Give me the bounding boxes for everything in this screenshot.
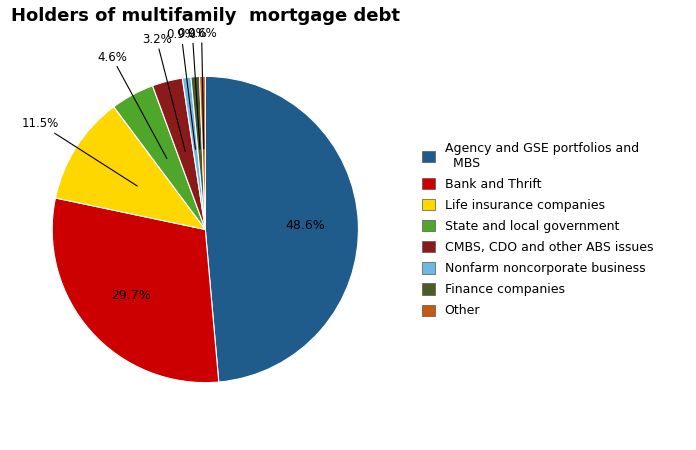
- Text: 0.9%: 0.9%: [166, 28, 196, 149]
- Wedge shape: [205, 76, 358, 382]
- Wedge shape: [56, 107, 205, 230]
- Text: 0.6%: 0.6%: [187, 27, 216, 149]
- Legend: Agency and GSE portfolios and
  MBS, Bank and Thrift, Life insurance companies, : Agency and GSE portfolios and MBS, Bank …: [422, 142, 653, 317]
- Wedge shape: [152, 78, 205, 230]
- Wedge shape: [52, 198, 219, 382]
- Title: Holders of multifamily  mortgage debt: Holders of multifamily mortgage debt: [11, 8, 400, 26]
- Text: 48.6%: 48.6%: [285, 219, 324, 232]
- Wedge shape: [200, 76, 205, 230]
- Wedge shape: [182, 77, 205, 230]
- Text: 3.2%: 3.2%: [142, 33, 185, 151]
- Text: 11.5%: 11.5%: [22, 117, 137, 186]
- Text: 0.9%: 0.9%: [177, 27, 207, 149]
- Text: 29.7%: 29.7%: [111, 289, 151, 302]
- Wedge shape: [191, 76, 205, 230]
- Text: 4.6%: 4.6%: [97, 51, 167, 158]
- Wedge shape: [113, 86, 205, 230]
